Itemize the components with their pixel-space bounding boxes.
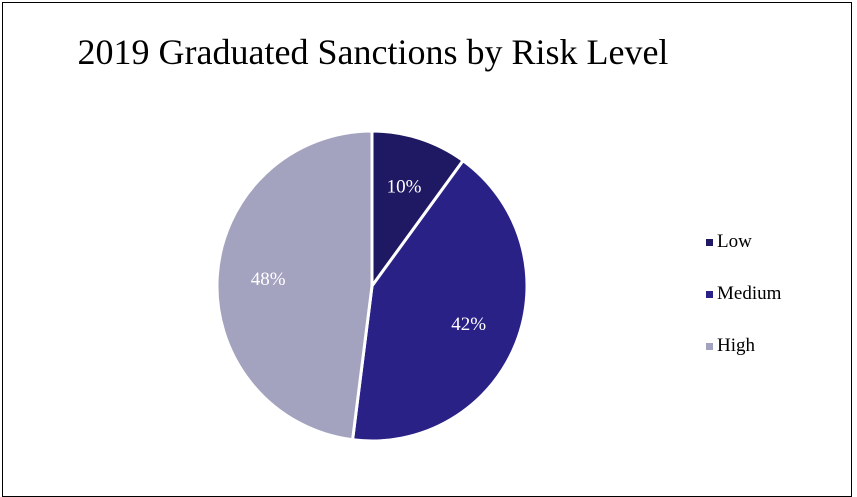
chart-title: 2019 Graduated Sanctions by Risk Level bbox=[77, 32, 669, 72]
legend-swatch-low bbox=[706, 239, 713, 246]
pie-chart: 10% 42% 48% bbox=[215, 129, 529, 443]
legend-swatch-high bbox=[706, 343, 713, 350]
legend-label-low: Low bbox=[717, 231, 752, 252]
pie-slice-low bbox=[370, 129, 465, 288]
legend-label-high: High bbox=[717, 335, 755, 356]
data-label-low: 10% bbox=[387, 177, 422, 198]
data-label-medium: 42% bbox=[451, 314, 486, 335]
data-label-high: 48% bbox=[251, 269, 286, 290]
legend-swatch-medium bbox=[706, 291, 713, 298]
pie-slice-medium bbox=[351, 159, 529, 443]
legend-label-medium: Medium bbox=[717, 283, 782, 304]
pie-slice-high bbox=[215, 129, 374, 442]
